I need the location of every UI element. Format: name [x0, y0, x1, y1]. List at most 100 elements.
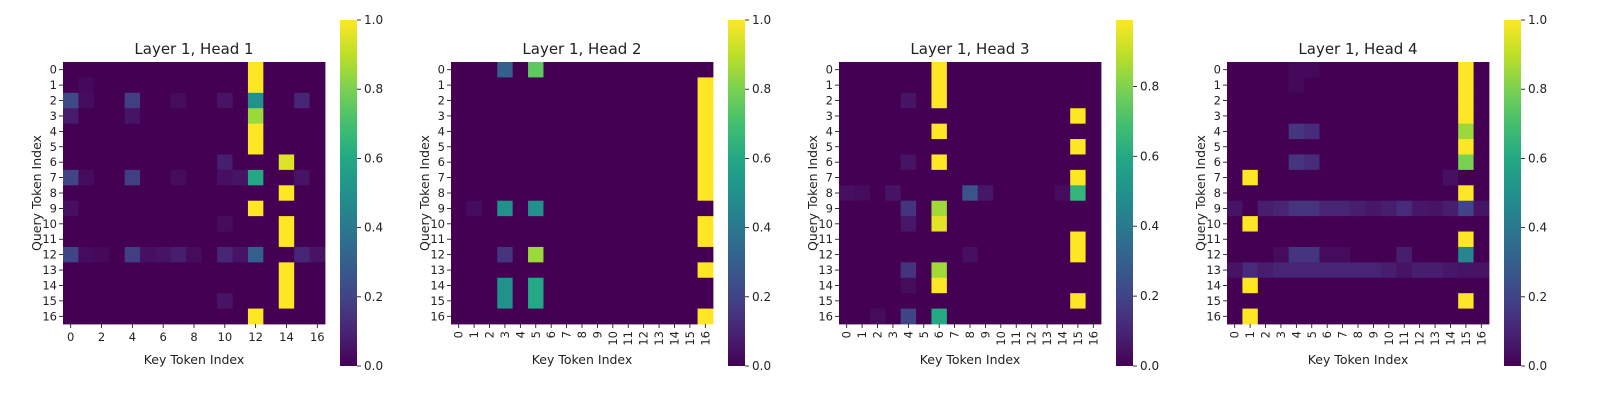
heatmap-cell [1288, 308, 1305, 325]
heatmap-cell [481, 169, 498, 186]
heatmap-cell [1396, 185, 1413, 202]
heatmap-cell [589, 123, 606, 140]
heatmap-cell [839, 277, 855, 294]
heatmap-cell [993, 246, 1009, 263]
heatmap-cell [1054, 216, 1071, 232]
colorbar-gradient [340, 20, 357, 366]
heatmap-cell [869, 262, 886, 279]
heatmap-cell [962, 185, 979, 202]
heatmap-cell [186, 308, 203, 325]
heatmap-cell [109, 108, 126, 125]
heatmap-cell [1334, 308, 1351, 325]
heatmap-cell [1442, 231, 1459, 248]
heatmap-cell [993, 216, 1009, 232]
heatmap-cell [1242, 123, 1259, 140]
heatmap-cell [1442, 139, 1459, 155]
heatmap-cell [651, 108, 668, 125]
heatmap-cell [605, 92, 621, 109]
heatmap-cell [1473, 77, 1490, 94]
heatmap-cell [1070, 185, 1086, 202]
y-tick-label: 13 [818, 263, 833, 277]
heatmap-cell [605, 169, 621, 186]
heatmap-cell [1365, 62, 1382, 78]
heatmap-cell [666, 231, 683, 248]
heatmap-cell [1085, 216, 1102, 232]
x-tick-label: 8 [963, 331, 977, 338]
y-tick-label: 1 [826, 78, 833, 92]
heatmap-cell [558, 216, 575, 232]
heatmap-cell [1054, 262, 1071, 279]
heatmap-cell [651, 123, 668, 140]
heatmap-cell [186, 77, 203, 94]
heatmap-cell [605, 139, 621, 155]
heatmap-cell [1054, 200, 1071, 217]
heatmap-cell [854, 277, 871, 294]
heatmap-cell [294, 308, 310, 325]
heatmap-cell [916, 62, 932, 78]
heatmap-cell [1023, 185, 1040, 202]
heatmap-cell [309, 123, 326, 140]
heatmap-cell [666, 185, 683, 202]
y-tick-label: 15 [818, 294, 833, 308]
heatmap-cell [278, 92, 295, 109]
heatmap-cell [1350, 277, 1367, 294]
heatmap-cell [1304, 185, 1320, 202]
heatmap-cell [543, 77, 560, 94]
heatmap-cell [140, 293, 156, 309]
heatmap-cell [201, 77, 218, 94]
heatmap-cell [1242, 246, 1259, 263]
heatmap-cell [916, 231, 932, 248]
heatmap-cell [946, 154, 963, 171]
heatmap-cell [1396, 200, 1413, 217]
colorbar-tick-label: 0.6 [1528, 151, 1547, 165]
heatmap-cell [635, 62, 652, 78]
heatmap-cell [605, 185, 621, 202]
heatmap-cell [217, 154, 233, 171]
heatmap-cell [635, 231, 652, 248]
heatmap-cell [697, 77, 714, 94]
heatmap-cell [201, 277, 218, 294]
heatmap-cell [1257, 231, 1274, 248]
heatmap-cell [232, 92, 249, 109]
heatmap-cell [528, 62, 544, 78]
heatmap-cell [682, 92, 698, 109]
heatmap-cell [1427, 231, 1444, 248]
heatmap-cell [109, 246, 126, 263]
heatmap-cell [589, 154, 606, 171]
heatmap-cell [512, 154, 529, 171]
heatmap-cell [682, 62, 698, 78]
heatmap-cell [528, 185, 544, 202]
heatmap-cell [854, 108, 871, 125]
heatmap-cell [543, 139, 560, 155]
heatmap-cell [1304, 308, 1320, 325]
heatmap-cell [140, 200, 156, 217]
heatmap-cell [869, 77, 886, 94]
colorbar-tick-label: 1.0 [752, 13, 771, 27]
heatmap-cell [466, 293, 483, 309]
heatmap-cell [1288, 169, 1305, 186]
x-tick-label: 14 [1443, 331, 1457, 346]
heatmap-cell [651, 139, 668, 155]
heatmap-cell [1008, 231, 1025, 248]
y-tick-label: 9 [50, 201, 57, 215]
heatmap-cell [93, 185, 110, 202]
heatmap-cell [278, 185, 295, 202]
heatmap-cell [63, 92, 79, 109]
heatmap-cell [1473, 123, 1490, 140]
heatmap-cell [294, 216, 310, 232]
heatmap-cell [1273, 154, 1290, 171]
heatmap-cell [140, 308, 156, 325]
y-tick-label: 8 [50, 186, 57, 200]
heatmap-cell [1427, 200, 1444, 217]
heatmap-cell [481, 231, 498, 248]
heatmap-cell [481, 200, 498, 217]
heatmap-cell [1411, 308, 1428, 325]
y-tick-label: 5 [438, 140, 445, 154]
heatmap-cell [1008, 108, 1025, 125]
heatmap-cell [201, 62, 218, 78]
y-tick-label: 0 [438, 63, 445, 77]
heatmap-cell [558, 62, 575, 78]
heatmap-cell [962, 154, 979, 171]
heatmap-cell [1085, 92, 1102, 109]
heatmap-cell [1458, 277, 1474, 294]
